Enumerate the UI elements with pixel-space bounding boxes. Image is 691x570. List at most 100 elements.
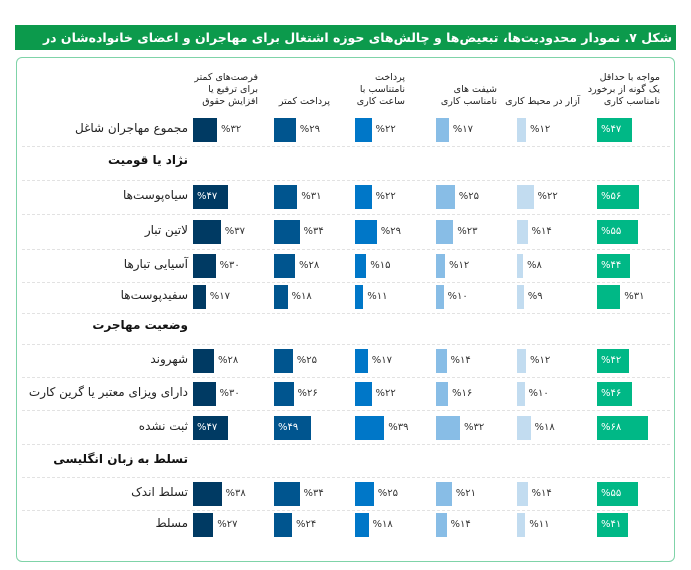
bar [436,285,444,309]
value-label: %۲۹ [299,124,320,135]
value-label: %۵۵ [601,488,622,499]
value-label: %۱۰ [447,291,468,302]
value-label: %۲۵ [296,355,317,366]
bar [597,382,632,406]
value-label: %۳۲ [221,124,242,135]
row-divider [22,377,670,378]
bar [436,185,455,209]
value-label: %۸ [527,260,542,271]
bar [193,416,229,440]
bar [193,220,221,244]
value-label: %۹ [527,291,543,302]
bar [436,349,447,373]
value-label: %۲۳ [457,226,478,237]
bar [436,416,460,440]
group-heading: تسلط به زبان انگلیسی [53,452,188,466]
bar [436,513,447,537]
value-label: %۲۲ [375,388,396,399]
bar [274,349,293,373]
series-header: مواجه با حداقل یک گونه از برخورد نامناسب… [587,72,660,107]
value-label: %۱۸ [291,291,312,302]
bar [597,220,639,244]
value-label: %۱۱ [529,519,550,530]
value-label: %۲۶ [297,388,318,399]
value-label: %۴۶ [601,388,622,399]
bar [436,220,454,244]
series-header: پرداخت کمتر [278,96,330,107]
series-header: آزار در محیط کاری [505,96,580,107]
bar [597,513,628,537]
value-label: %۲۱ [455,488,476,499]
row-divider [22,282,670,283]
row-divider [22,180,670,181]
bar [517,118,526,142]
chart-frame [16,57,675,562]
bar [355,482,374,506]
value-label: %۲۹ [380,226,401,237]
value-label: %۳۱ [301,191,322,202]
value-label: %۴۷ [197,422,218,433]
value-label: %۳۸ [225,488,246,499]
bar [597,416,648,440]
row-divider [22,344,670,345]
value-label: %۱۲ [530,355,551,366]
bar [193,349,214,373]
bar [597,482,639,506]
bar [355,254,367,278]
bar [517,285,524,309]
value-label: %۱۸ [372,519,393,530]
bar [193,118,217,142]
row-divider [22,313,670,314]
bar [193,382,216,406]
value-label: %۲۲ [537,191,558,202]
bar [436,254,445,278]
group-heading: نژاد یا قومیت [107,153,188,167]
row-label: آسیایی تبارها [123,257,188,271]
bar [355,349,368,373]
bar [436,382,448,406]
bar [193,513,214,537]
bar [193,285,206,309]
value-label: %۳۴ [303,226,324,237]
bar [517,185,534,209]
bar [517,513,526,537]
bar [597,349,629,373]
value-label: %۱۴ [531,226,552,237]
bar [597,118,633,142]
value-label: %۵۶ [601,191,622,202]
value-label: %۱۶ [452,388,473,399]
bar [355,220,377,244]
bar [355,382,372,406]
bar [517,220,528,244]
value-label: %۳۴ [303,488,324,499]
value-label: %۱۱ [367,291,388,302]
bar [517,254,523,278]
bar [274,185,298,209]
row-label: سفیدپوست‌ها [120,288,188,302]
value-label: %۲۲ [375,191,396,202]
value-label: %۲۵ [377,488,398,499]
value-label: %۱۷ [209,291,230,302]
value-label: %۲۴ [296,519,317,530]
bar [597,285,621,309]
row-divider [22,214,670,215]
value-label: %۲۸ [218,355,239,366]
value-label: %۴۲ [601,355,622,366]
value-label: %۳۹ [388,422,409,433]
value-label: %۲۵ [458,191,479,202]
row-divider [22,510,670,511]
group-heading: وضعیت مهاجرت [92,318,188,332]
row-label: مجموع مهاجران شاغل [75,121,188,135]
bar [355,185,372,209]
value-label: %۱۴ [450,519,471,530]
row-divider [22,410,670,411]
row-label: سیاه‌پوست‌ها [123,188,188,202]
bar [274,513,292,537]
series-header: فرصت‌های کمتر برای ترفیع یا افزایش حقوق [194,72,258,107]
bar [517,382,525,406]
bar [355,416,385,440]
bar [193,185,229,209]
row-label: شهروند [150,352,188,366]
bar [597,254,630,278]
value-label: %۳۰ [219,260,240,271]
